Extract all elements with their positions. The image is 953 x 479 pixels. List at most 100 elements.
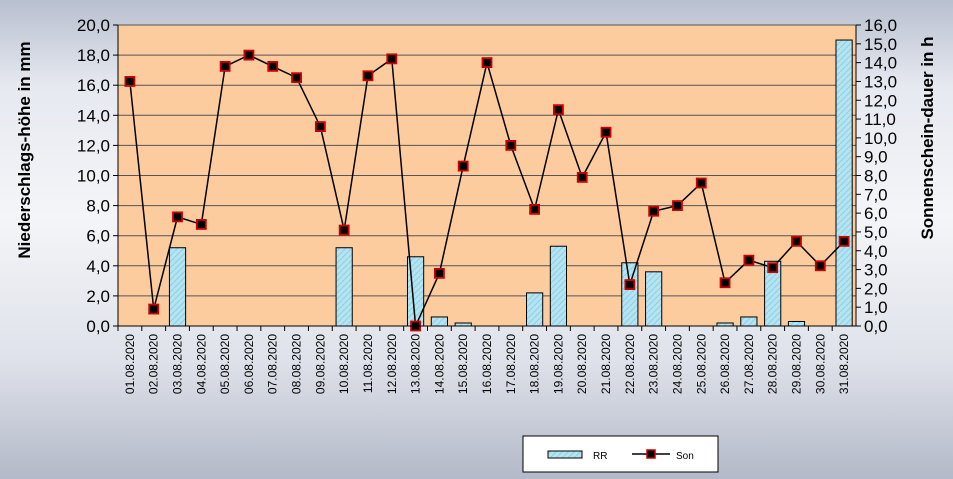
son-marker: [553, 104, 564, 116]
x-tick-label: 13.08.2020: [409, 334, 423, 394]
left-tick-label: 12,0: [77, 136, 110, 155]
right-tick-label: 14,0: [864, 54, 897, 73]
left-tick-label: 20,0: [77, 16, 110, 35]
left-axis-title: Niederschlags-höhe in mm: [15, 41, 34, 258]
son-marker: [767, 262, 779, 274]
right-tick-label: 12,0: [864, 91, 897, 110]
right-tick-label: 16,0: [864, 16, 897, 35]
son-marker: [814, 260, 826, 272]
rr-bar: [787, 320, 806, 327]
x-tick-label: 31.08.2020: [837, 334, 851, 394]
son-marker: [267, 60, 279, 72]
legend-son-marker: [646, 449, 656, 459]
left-tick-label: 0,0: [86, 317, 110, 336]
legend: RR Son: [522, 435, 719, 473]
son-marker: [148, 303, 160, 315]
son-marker: [362, 70, 374, 82]
right-tick-label: 9,0: [864, 148, 888, 167]
x-tick-label: 23.08.2020: [647, 334, 661, 394]
son-marker: [576, 171, 588, 183]
x-tick-label: 25.08.2020: [694, 334, 708, 394]
left-tick-label: 18,0: [77, 46, 110, 65]
right-tick-label: 7,0: [864, 185, 888, 204]
x-axis-ticks: 01.08.2020 02.08.2020 03.08.2020 04.08.2020…: [117, 326, 851, 394]
x-tick-label: 09.08.2020: [313, 334, 327, 394]
x-tick-label: 27.08.2020: [742, 334, 756, 394]
son-marker: [314, 121, 326, 132]
right-tick-label: 6,0: [864, 204, 888, 223]
x-tick-label: 10.08.2020: [337, 334, 351, 394]
son-marker: [124, 76, 136, 87]
x-tick-label: 21.08.2020: [599, 334, 613, 394]
rr-bar: [526, 292, 544, 327]
son-marker: [695, 177, 707, 189]
x-tick-label: 28.08.2020: [766, 334, 780, 394]
left-tick-label: 6,0: [86, 227, 110, 246]
left-tick-label: 8,0: [86, 197, 110, 216]
rr-bar: [835, 39, 853, 327]
son-marker: [505, 139, 517, 151]
right-tick-label: 8,0: [864, 167, 888, 186]
son-marker: [338, 224, 350, 236]
x-tick-label: 07.08.2020: [266, 334, 280, 394]
x-tick-label: 15.08.2020: [456, 334, 470, 394]
x-tick-label: 17.08.2020: [504, 334, 518, 394]
left-tick-label: 10,0: [77, 167, 110, 186]
left-axis-ticks: 0,0 2,0 4,0 6,0 8,0 10,0 12,0 14,0 16,0 18,0 20,0: [77, 16, 118, 336]
left-tick-label: 16,0: [77, 76, 110, 95]
x-tick-label: 08.08.2020: [290, 334, 304, 394]
x-tick-label: 12.08.2020: [385, 334, 399, 394]
rr-bar: [621, 262, 639, 327]
son-marker: [172, 211, 183, 223]
son-marker: [672, 200, 683, 212]
right-tick-label: 1,0: [864, 298, 888, 317]
legend-son-label: Son: [676, 451, 694, 462]
rr-bar: [740, 316, 758, 327]
left-tick-label: 4,0: [86, 257, 110, 276]
son-marker: [529, 203, 541, 215]
rr-bar: [549, 245, 568, 327]
x-tick-label: 04.08.2020: [194, 334, 208, 394]
son-marker: [386, 53, 398, 65]
x-tick-label: 01.08.2020: [123, 334, 137, 394]
x-tick-label: 18.08.2020: [528, 334, 542, 394]
right-tick-label: 11,0: [864, 110, 896, 129]
right-axis-title: Sonnenschein-dauer in h: [918, 36, 937, 239]
son-marker: [648, 205, 660, 217]
x-tick-label: 26.08.2020: [718, 334, 732, 394]
son-markers: [124, 49, 850, 332]
son-marker: [719, 277, 731, 289]
x-tick-label: 02.08.2020: [147, 334, 161, 394]
son-marker: [243, 49, 255, 61]
x-tick-label: 29.08.2020: [789, 334, 803, 394]
right-tick-label: 10,0: [864, 129, 897, 148]
legend-rr-label: RR: [593, 451, 607, 462]
x-tick-label: 11.08.2020: [361, 334, 375, 393]
right-tick-label: 5,0: [864, 223, 888, 242]
right-tick-label: 4,0: [864, 242, 888, 261]
x-tick-label: 20.08.2020: [575, 334, 589, 394]
rr-bar: [645, 271, 663, 327]
x-tick-label: 05.08.2020: [218, 334, 232, 394]
x-tick-label: 03.08.2020: [171, 334, 185, 394]
right-tick-label: 15,0: [864, 35, 897, 54]
son-marker: [291, 72, 302, 84]
son-marker: [457, 160, 469, 172]
x-tick-label: 14.08.2020: [432, 334, 446, 394]
right-tick-label: 13,0: [864, 72, 897, 91]
son-marker: [600, 126, 612, 138]
son-marker: [743, 254, 755, 266]
son-marker: [481, 57, 493, 69]
right-tick-label: 0,0: [864, 317, 888, 336]
right-tick-label: 3,0: [864, 261, 888, 280]
x-tick-label: 06.08.2020: [242, 334, 256, 394]
left-tick-label: 14,0: [77, 106, 110, 125]
son-marker: [433, 267, 445, 279]
right-axis-ticks: 0,01,02,03,04,05,06,07,08,09,010,011,012…: [856, 16, 897, 336]
x-tick-label: 22.08.2020: [623, 334, 637, 394]
son-marker: [838, 235, 850, 247]
legend-rr-swatch: [547, 450, 583, 459]
x-tick-label: 16.08.2020: [480, 334, 494, 394]
rr-bar: [430, 316, 448, 327]
